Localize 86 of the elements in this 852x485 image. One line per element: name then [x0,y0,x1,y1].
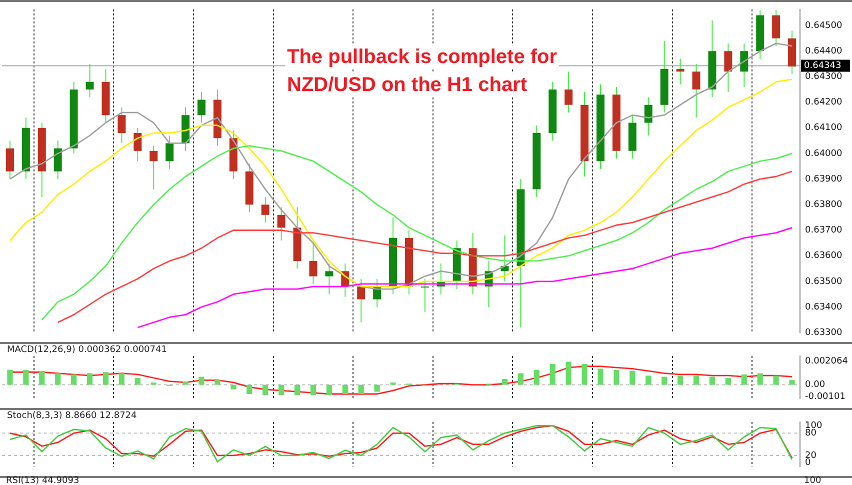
bar [214,380,220,385]
bar [502,379,508,385]
bar [662,376,668,385]
bar [134,378,140,385]
bar [278,384,284,396]
bar [582,364,588,385]
chart-title: Stoch(8,3,3) 8.8660 12.8724 [7,410,138,421]
candlestick [309,242,318,284]
bar [262,384,268,396]
bar [757,373,763,385]
candlestick [564,71,573,114]
y-tick-label: 0.63800 [805,200,842,210]
y-tick-label: 0.64500 [805,20,842,31]
bar [246,384,252,394]
candlestick [261,196,270,224]
bar [709,376,716,385]
bar [358,384,364,394]
candlestick [277,206,286,241]
candlestick [724,42,732,93]
y-tick-label: 0.64200 [805,98,842,108]
y-tick-label: -0.00101 [805,392,846,402]
y-tick-label: 0.63600 [805,251,842,262]
candlestick [150,145,158,190]
bar [150,382,156,385]
bar [773,376,779,385]
y-tick-label: 0.64400 [805,46,842,56]
y-tick-label: 0.63500 [805,276,842,287]
candlestick [54,140,62,180]
y-tick-label: 0.64300 [805,72,842,82]
candlestick [692,63,700,118]
bar [23,370,29,385]
bar [294,384,300,396]
ref-line-label: 0.64343 [804,61,842,72]
candlestick [198,92,206,124]
text: RSI(13) 44.9093 [6,476,80,485]
y-tick-label: 0.64100 [805,123,842,134]
candlestick [166,135,174,170]
candlestick [357,278,366,323]
bar [725,378,731,385]
y-tick-label: 0 [805,458,811,468]
bar [310,384,316,396]
y-tick-label: 0.63400 [805,302,842,312]
candlestick [420,278,429,313]
bar [693,376,700,385]
bar [566,362,572,385]
bar [630,370,636,385]
y-tick-label: 0.002064 [805,356,848,366]
bar [230,384,236,390]
bar [550,364,556,385]
bar [86,373,93,385]
bar [55,373,61,385]
bar [118,373,124,385]
bar [71,374,77,385]
bar [7,370,13,385]
bar [741,374,747,385]
y-tick-label: 0.63300 [805,328,842,338]
candlestick [772,10,780,46]
bar [789,380,795,385]
bar [102,372,109,385]
bar [614,370,620,385]
chart-title: MACD(12,26,9) 0.000362 0.000741 [7,344,167,355]
bar [390,382,396,385]
bar [198,376,204,385]
y-tick-label: 0.64000 [805,148,842,159]
bar [342,384,348,394]
candlestick [6,140,14,180]
bar [374,384,380,392]
bar [598,368,604,385]
bar [182,381,188,385]
candlestick [676,58,684,85]
candlestick [86,63,94,98]
candlestick [644,96,652,136]
annotation: The pullback is complete for NZD/USD on the H1 chart [287,46,558,96]
y-tick-label: 0.63700 [805,226,842,236]
candlestick [740,42,748,88]
bar [678,376,684,385]
y-tick-label: 0.00 [805,380,826,390]
candlestick [325,263,334,295]
bar [39,370,45,385]
bar [646,376,652,385]
bar [534,370,540,385]
y-tick-label: 0.63900 [805,174,842,184]
bar [326,384,332,396]
candlestick [118,106,126,144]
candlestick [134,127,142,162]
bar [518,373,524,385]
